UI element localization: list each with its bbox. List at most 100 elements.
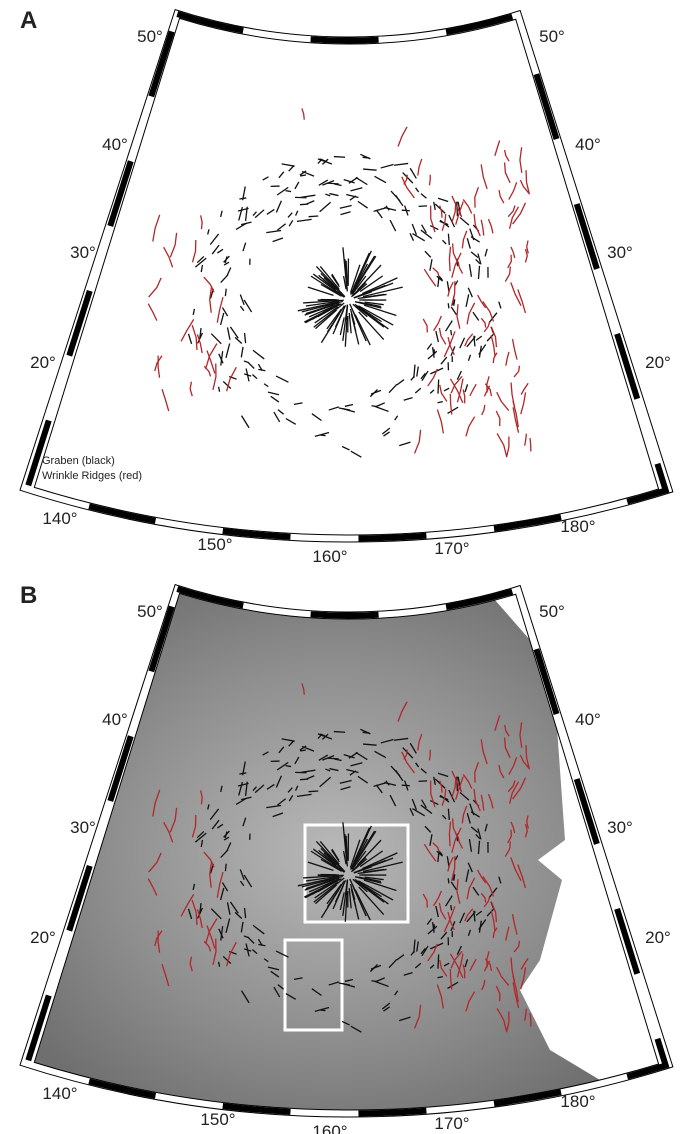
latitude-label: 50° bbox=[137, 602, 163, 621]
graben bbox=[312, 414, 322, 421]
graben bbox=[221, 313, 224, 325]
wrinkle-ridge bbox=[433, 268, 439, 277]
graben bbox=[376, 210, 382, 218]
wrinkle-ridge bbox=[418, 159, 422, 176]
latitude-label: 20° bbox=[645, 353, 671, 372]
graben bbox=[334, 732, 345, 733]
wrinkle-ridge bbox=[453, 243, 458, 262]
graben bbox=[307, 201, 314, 204]
graben bbox=[274, 412, 280, 422]
latitude-label: 30° bbox=[607, 243, 633, 262]
graben bbox=[201, 265, 202, 272]
graben bbox=[217, 249, 223, 253]
wrinkle-ridge bbox=[525, 434, 527, 446]
graben bbox=[412, 234, 424, 241]
latitude-label: 30° bbox=[70, 243, 96, 262]
legend-entry: Wrinkle Ridges (red) bbox=[42, 470, 142, 482]
graben bbox=[276, 201, 281, 213]
graben bbox=[478, 266, 479, 279]
graben bbox=[460, 217, 469, 225]
latitude-label: 20° bbox=[30, 928, 56, 947]
graben bbox=[415, 388, 421, 393]
map-panel: B50°40°30°20°50°40°30°20°150°160°170°180… bbox=[20, 582, 686, 1134]
wrinkle-ridge bbox=[497, 433, 507, 456]
graben bbox=[351, 451, 362, 457]
graben bbox=[286, 191, 292, 192]
graben bbox=[465, 384, 467, 392]
graben bbox=[425, 251, 431, 257]
wrinkle-ridge bbox=[190, 382, 192, 396]
graben bbox=[327, 183, 339, 184]
wrinkle-ridge bbox=[507, 436, 509, 457]
graben bbox=[243, 243, 246, 251]
latitude-label: 50° bbox=[137, 27, 163, 46]
graben bbox=[384, 207, 396, 210]
graben bbox=[485, 249, 487, 256]
graben bbox=[239, 198, 246, 199]
wrinkle-ridge bbox=[505, 150, 509, 161]
wrinkle-ridge bbox=[463, 199, 472, 213]
graben bbox=[266, 230, 281, 232]
latitude-label: 40° bbox=[575, 135, 601, 154]
graben bbox=[473, 312, 479, 320]
longitude-label: 150° bbox=[200, 1110, 235, 1129]
wrinkle-ridge bbox=[527, 240, 529, 253]
graben bbox=[271, 396, 279, 402]
wrinkle-ridge bbox=[181, 319, 194, 341]
wrinkle-ridge bbox=[463, 390, 465, 404]
latitude-label: 30° bbox=[70, 818, 96, 837]
latitude-label: 20° bbox=[645, 928, 671, 947]
wrinkle-ridge bbox=[457, 379, 463, 403]
wrinkle-ridge bbox=[514, 366, 519, 377]
wrinkle-ridge bbox=[423, 319, 427, 333]
graben bbox=[427, 344, 431, 350]
wrinkle-ridge bbox=[481, 318, 485, 327]
wrinkle-ridge bbox=[429, 175, 430, 186]
graben bbox=[268, 392, 279, 395]
graben bbox=[399, 442, 410, 445]
graben bbox=[253, 212, 256, 216]
graben bbox=[438, 955, 439, 969]
graben bbox=[370, 389, 377, 396]
graben bbox=[466, 294, 469, 306]
wrinkle-ridge bbox=[204, 366, 210, 376]
legend-entry: Graben (black) bbox=[42, 455, 115, 467]
wrinkle-ridge bbox=[428, 369, 438, 386]
wrinkle-ridge bbox=[192, 325, 197, 350]
wrinkle-ridge bbox=[483, 301, 494, 321]
graben bbox=[342, 446, 349, 449]
graben bbox=[451, 330, 452, 335]
longitude-label: 180° bbox=[560, 517, 595, 536]
wrinkle-ridge bbox=[162, 389, 169, 411]
graben bbox=[325, 194, 330, 196]
wrinkle-ridge bbox=[521, 383, 528, 394]
graben bbox=[433, 347, 435, 358]
graben bbox=[320, 202, 331, 211]
wrinkle-ridge bbox=[491, 335, 495, 356]
graben bbox=[241, 347, 243, 357]
graben bbox=[248, 362, 255, 369]
graben bbox=[309, 791, 319, 792]
panel-label: B bbox=[20, 582, 37, 609]
graben bbox=[410, 168, 416, 178]
wrinkle-ridge bbox=[474, 214, 480, 236]
graben bbox=[434, 202, 436, 210]
wrinkle-ridge bbox=[481, 164, 487, 188]
latitude-label: 50° bbox=[539, 27, 565, 46]
wrinkle-ridge bbox=[201, 215, 202, 229]
graben bbox=[346, 195, 358, 198]
graben bbox=[460, 338, 465, 348]
graben bbox=[221, 211, 222, 217]
graben bbox=[438, 380, 439, 394]
graben bbox=[358, 201, 368, 208]
wrinkle-ridge bbox=[496, 411, 500, 426]
graben bbox=[227, 327, 229, 339]
graben bbox=[391, 191, 400, 201]
graben bbox=[448, 303, 449, 308]
graben bbox=[394, 163, 408, 165]
graben bbox=[253, 350, 264, 359]
graben bbox=[381, 165, 394, 168]
wrinkle-ridge bbox=[513, 339, 518, 359]
graben bbox=[479, 346, 481, 358]
graben bbox=[499, 302, 501, 309]
